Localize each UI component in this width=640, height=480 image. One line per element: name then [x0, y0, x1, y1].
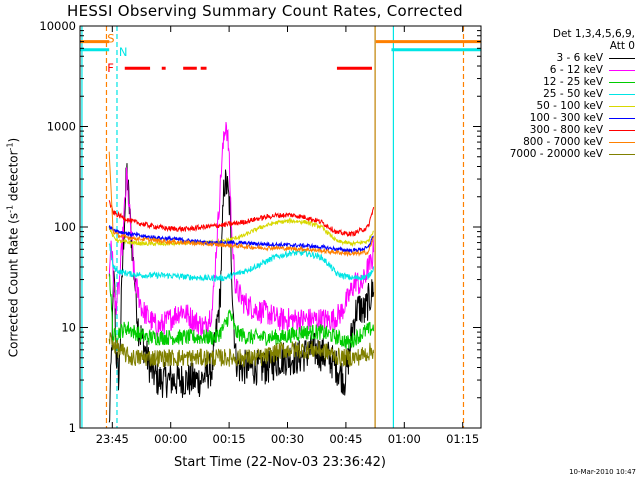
- chart-title: HESSI Observing Summary Count Rates, Cor…: [67, 2, 463, 20]
- y-axis-label: Corrected Count Rate (s-1 detector-1): [5, 137, 21, 358]
- legend-entry: 12 - 25 keV: [483, 76, 635, 88]
- series-line-7000-20000-kev: [108, 332, 375, 368]
- series-line-300-800-kev: [108, 200, 375, 237]
- legend-label: 100 - 300 keV: [529, 112, 603, 124]
- legend-header-detectors: Det 1,3,4,5,6,9,: [552, 28, 635, 40]
- series-line-25-50-kev: [108, 243, 375, 283]
- x-tick-label: 01:15: [446, 432, 479, 446]
- y-tick-label: 10000: [39, 19, 76, 33]
- legend-entry: 25 - 50 keV: [483, 88, 635, 100]
- legend-label: 7000 - 20000 keV: [509, 148, 603, 160]
- legend-swatch: [609, 153, 635, 155]
- legend-swatch: [609, 57, 635, 59]
- legend-swatch: [609, 141, 635, 143]
- legend-entry: 100 - 300 keV: [483, 112, 635, 124]
- legend-entry: 7000 - 20000 keV: [483, 148, 635, 160]
- legend-label: 3 - 6 keV: [556, 52, 603, 64]
- legend-swatch: [609, 105, 635, 107]
- legend-swatch: [609, 129, 635, 131]
- flag-label-n: N: [119, 45, 128, 59]
- y-tick-label: 1: [69, 421, 76, 435]
- y-tick-label: 100: [54, 220, 76, 234]
- series-line-12-25-kev: [108, 273, 375, 350]
- legend-label: 50 - 100 keV: [536, 100, 603, 112]
- legend-entry: 3 - 6 keV: [483, 52, 635, 64]
- legend-label: 800 - 7000 keV: [523, 136, 603, 148]
- legend-header-attenuator: Att 0: [609, 40, 635, 52]
- x-tick-label: 00:30: [271, 432, 304, 446]
- legend-swatch: [609, 69, 635, 71]
- legend-swatch: [609, 117, 635, 119]
- date-stamp: 10-Mar-2010 10:47: [569, 468, 636, 476]
- legend-entry: 300 - 800 keV: [483, 124, 635, 136]
- x-axis-label: Start Time (22-Nov-03 23:36:42): [174, 455, 386, 470]
- y-tick-label: 10: [61, 321, 76, 335]
- legend-label: 25 - 50 keV: [543, 88, 603, 100]
- legend-entry: 6 - 12 keV: [483, 64, 635, 76]
- x-tick-label: 00:15: [213, 432, 246, 446]
- series-line-800-7000-kev: [108, 151, 375, 258]
- legend-label: 12 - 25 keV: [543, 76, 603, 88]
- y-tick-label: 1000: [47, 120, 76, 134]
- legend-label: 300 - 800 keV: [529, 124, 603, 136]
- x-tick-label: 01:00: [388, 432, 421, 446]
- legend-entry: 800 - 7000 keV: [483, 136, 635, 148]
- series-line-100-300-kev: [108, 225, 374, 254]
- legend-label: 6 - 12 keV: [549, 64, 603, 76]
- series-line-50-100-kev: [108, 217, 374, 248]
- flag-label-s: S: [107, 32, 114, 46]
- x-tick-label: 00:00: [154, 432, 187, 446]
- series-line-6-12-kev: [108, 121, 375, 339]
- x-tick-label: 00:45: [329, 432, 362, 446]
- legend-swatch: [609, 81, 635, 83]
- legend: Det 1,3,4,5,6,9, Att 0 3 - 6 keV 6 - 12 k…: [483, 28, 635, 160]
- series-line-3-6-kev: [108, 163, 375, 423]
- legend-entry: 50 - 100 keV: [483, 100, 635, 112]
- plot-frame: [79, 25, 482, 429]
- flag-label-f: F: [107, 61, 114, 75]
- legend-swatch: [609, 93, 635, 95]
- x-tick-label: 23:45: [96, 432, 129, 446]
